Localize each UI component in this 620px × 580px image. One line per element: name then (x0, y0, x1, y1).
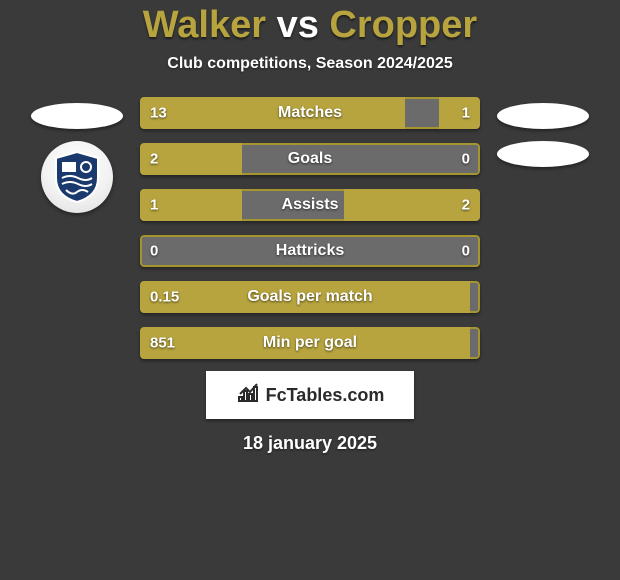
player1-name: Walker (143, 4, 266, 46)
stat-label: Goals per match (247, 288, 372, 306)
stat-left-value: 0.15 (150, 289, 179, 306)
stat-row: 2 0 Goals (140, 143, 480, 175)
left-side-column (22, 97, 132, 359)
date-text: 18 january 2025 (243, 433, 377, 454)
comparison-card: Walker vs Cropper Club competitions, Sea… (0, 0, 620, 454)
stat-right-value: 0 (462, 243, 470, 260)
stat-label: Goals (288, 150, 332, 168)
stat-label: Min per goal (263, 334, 357, 352)
bar-left-fill (140, 97, 405, 129)
stat-left-value: 2 (150, 151, 158, 168)
player2-photo-placeholder (497, 103, 589, 129)
stat-label: Assists (282, 196, 339, 214)
bar-right-fill (344, 189, 480, 221)
bar-right-fill (439, 97, 480, 129)
player1-photo-placeholder (31, 103, 123, 129)
stat-row: 1 2 Assists (140, 189, 480, 221)
branding-box[interactable]: FcTables.com (206, 371, 414, 419)
stat-row: 0 0 Hattricks (140, 235, 480, 267)
stat-label: Matches (278, 104, 342, 122)
stat-right-value: 1 (462, 105, 470, 122)
stat-row: 13 1 Matches (140, 97, 480, 129)
stat-label: Hattricks (276, 242, 344, 260)
stat-row: 851 Min per goal (140, 327, 480, 359)
stat-left-value: 851 (150, 335, 175, 352)
player2-club-logo-placeholder (497, 141, 589, 167)
stats-bars: 13 1 Matches 2 0 Goals 1 2 Assists 0 0 Hattricks 0.1… (140, 97, 480, 359)
content-area: 13 1 Matches 2 0 Goals 1 2 Assists 0 0 Hattricks 0.1… (0, 97, 620, 359)
subtitle: Club competitions, Season 2024/2025 (167, 55, 452, 73)
stat-left-value: 1 (150, 197, 158, 214)
stat-left-value: 0 (150, 243, 158, 260)
stat-row: 0.15 Goals per match (140, 281, 480, 313)
chart-icon (236, 381, 260, 410)
player1-club-logo (41, 141, 113, 213)
brand-text: FcTables.com (266, 385, 385, 406)
shield-icon (48, 148, 106, 206)
player2-name: Cropper (329, 4, 477, 46)
stat-left-value: 13 (150, 105, 167, 122)
page-title: Walker vs Cropper (143, 4, 477, 47)
vs-text: vs (277, 4, 319, 46)
right-side-column (488, 97, 598, 359)
stat-right-value: 0 (462, 151, 470, 168)
stat-right-value: 2 (462, 197, 470, 214)
